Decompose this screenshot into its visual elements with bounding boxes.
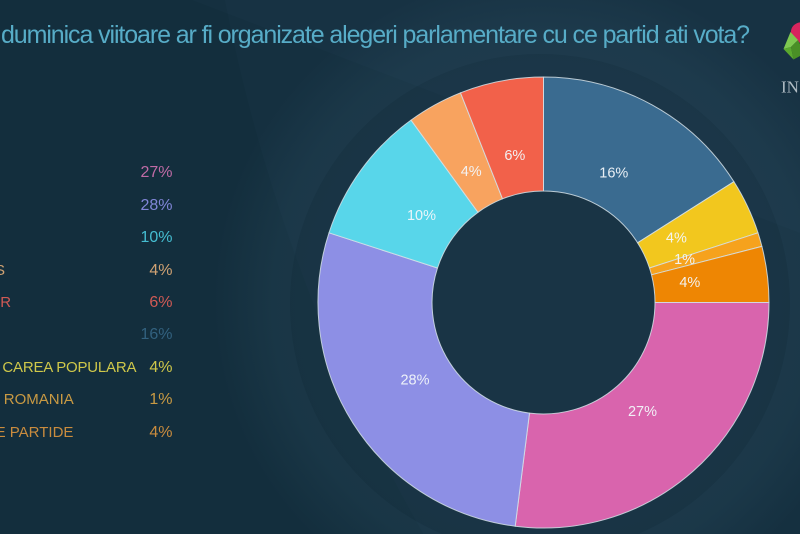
svg-text:IN: IN	[781, 78, 799, 97]
svg-text:27%: 27%	[628, 404, 657, 420]
svg-text:4%: 4%	[666, 231, 687, 247]
svg-text:4%: 4%	[679, 275, 700, 291]
svg-text:28%: 28%	[400, 373, 429, 389]
svg-text:1%: 1%	[674, 252, 695, 268]
svg-text:6%: 6%	[504, 148, 525, 164]
svg-text:4%: 4%	[461, 164, 482, 180]
svg-text:10%: 10%	[407, 208, 436, 224]
svg-text:16%: 16%	[599, 165, 628, 181]
